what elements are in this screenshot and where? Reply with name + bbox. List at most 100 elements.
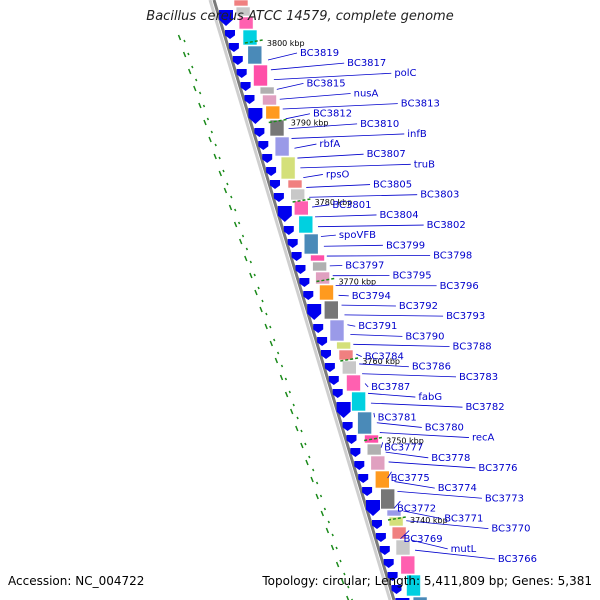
map-title: Bacillus cereus ATCC 14579, complete gen…	[146, 9, 454, 24]
gene-label: BC3772	[397, 503, 436, 514]
gene-leader	[393, 500, 401, 509]
feature-block	[400, 555, 416, 575]
strand-arrow	[317, 337, 328, 346]
kbp-label: 3770 kbp	[338, 278, 376, 287]
gene-leader	[306, 184, 371, 188]
kbp-label: 3760 kbp	[362, 357, 400, 366]
tick-ring-dot	[284, 391, 289, 398]
strand-arrow	[303, 291, 314, 300]
feature-block	[253, 64, 268, 87]
gene-leader	[317, 224, 424, 228]
strand-arrow	[270, 180, 280, 189]
gene-leader	[309, 194, 418, 198]
tick-ring-dot	[269, 340, 273, 347]
strand-arrow	[313, 324, 324, 333]
tick-ring-dot	[198, 91, 202, 95]
tick-ring-dot	[218, 156, 221, 160]
gene-label: rbfA	[319, 139, 340, 150]
gene-leader	[267, 52, 298, 61]
gene-leader	[379, 432, 469, 438]
tick-ring-dot	[265, 312, 268, 316]
gene-leader	[350, 334, 403, 337]
gene-label: BC3771	[444, 514, 483, 525]
tick-ring-dot	[335, 546, 338, 550]
tick-ring-dot	[310, 476, 314, 483]
gene-leader	[394, 481, 435, 489]
strand-arrow	[240, 82, 251, 91]
tick-ring-dot	[210, 130, 213, 134]
gene-label: BC3798	[433, 250, 472, 261]
gene-label: BC3788	[453, 341, 492, 352]
strand-arrow	[225, 30, 235, 39]
tick-ring-dot	[331, 533, 334, 537]
kbp-label: 3750 kbp	[386, 437, 424, 446]
gene-label: BC3819	[300, 48, 339, 59]
gene-label: mutL	[451, 544, 477, 555]
gene-label: nusA	[354, 88, 379, 99]
strand-arrow	[283, 226, 294, 235]
tick-ring-dot	[213, 153, 217, 160]
feature-block	[274, 136, 290, 157]
gene-label: BC3805	[373, 180, 412, 191]
tick-ring-dot	[182, 51, 187, 58]
gene-label: BC3802	[427, 220, 466, 231]
tick-ring-dot	[191, 65, 194, 69]
feature-block	[374, 470, 390, 489]
feature-block	[310, 254, 325, 262]
tick-ring-dot	[206, 117, 210, 121]
feature-block	[242, 29, 258, 46]
gene-leader	[320, 234, 336, 237]
tick-ring-dot	[226, 182, 229, 186]
tick-ring-dot	[273, 338, 276, 342]
strand-arrow	[358, 474, 369, 483]
feature-block	[287, 179, 303, 189]
feature-block	[319, 284, 334, 301]
gene-leader	[315, 214, 377, 218]
gene-label: BC3773	[485, 493, 524, 504]
strand-arrow	[307, 304, 322, 320]
strand-arrow	[262, 154, 273, 163]
tick-ring-dot	[253, 273, 256, 277]
genome-summary: Topology: circular; Length: 5,411,809 bp…	[262, 574, 592, 588]
gene-leader	[323, 244, 383, 247]
strand-arrow	[387, 572, 398, 581]
gene-label: rpsO	[326, 169, 350, 180]
gene-label: BC3810	[360, 119, 399, 130]
gene-label: BC3786	[412, 362, 451, 373]
gene-label: BC3813	[401, 99, 440, 110]
strand-arrow	[277, 206, 292, 222]
gene-label: BC3775	[391, 473, 430, 484]
tick-ring-dot	[335, 561, 340, 568]
strand-arrow	[321, 350, 331, 359]
gene-label: BC3774	[438, 483, 477, 494]
tick-ring-dot	[214, 143, 217, 147]
gene-leader	[347, 324, 356, 327]
tick-ring-dot	[183, 39, 186, 43]
gene-label: BC3770	[491, 524, 530, 535]
tick-ring-dot	[203, 119, 207, 126]
tick-ring-dot	[245, 247, 249, 251]
feature-block	[290, 188, 306, 201]
gene-label: BC3790	[405, 331, 444, 342]
feature-block	[280, 156, 296, 180]
strand-arrow	[287, 239, 298, 248]
feature-block	[341, 360, 357, 375]
gene-label: BC3797	[345, 261, 384, 272]
tick-ring-dot	[188, 68, 192, 75]
gene-label: BC3812	[313, 109, 352, 120]
tick-ring-dot	[300, 442, 304, 449]
tick-ring-dot	[330, 544, 335, 551]
tick-ring-dot	[187, 52, 190, 56]
feature-block	[395, 539, 411, 556]
feature-block	[323, 300, 339, 320]
tick-ring-dot	[230, 195, 233, 199]
gene-label: BC3793	[446, 311, 485, 322]
tick-ring-dot	[198, 102, 202, 109]
gene-leader	[353, 343, 450, 347]
gene-label: BC3769	[404, 534, 443, 545]
tick-ring-dot	[339, 559, 342, 563]
kbp-tick	[387, 516, 407, 521]
tick-ring-dot	[296, 416, 299, 420]
